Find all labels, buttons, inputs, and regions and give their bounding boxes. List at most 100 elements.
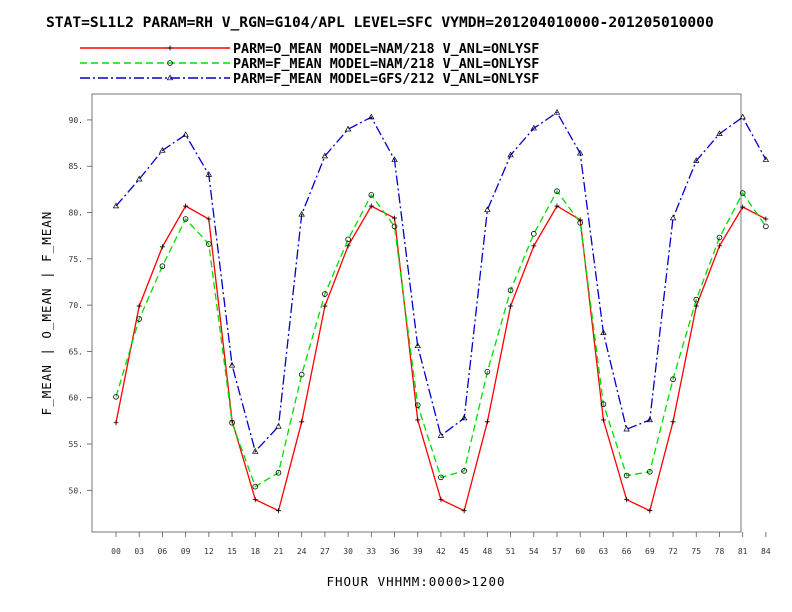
data-point: [484, 369, 491, 375]
data-point: [252, 447, 259, 454]
data-point: [136, 316, 143, 322]
data-point: [415, 417, 421, 423]
data-point: [298, 210, 305, 217]
series-3: [112, 109, 770, 454]
data-point: [646, 416, 654, 423]
data-point: [693, 303, 699, 309]
data-point: [321, 152, 329, 159]
data-point: [275, 469, 282, 476]
legend-label: PARM=O_MEAN MODEL=NAM/218 V_ANL=ONLYSF: [233, 42, 539, 57]
x-tick-label: 27: [320, 547, 330, 556]
data-point: [113, 420, 119, 426]
x-tick-label: 24: [297, 547, 307, 556]
data-point: [507, 151, 514, 158]
data-point: [507, 287, 514, 294]
data-point: [553, 109, 561, 115]
data-point: [167, 45, 173, 51]
x-tick-label: 03: [134, 547, 144, 556]
x-tick-label: 48: [483, 547, 493, 556]
y-tick-label: 55.: [69, 440, 83, 449]
data-point: [166, 74, 174, 81]
data-point: [739, 190, 746, 196]
series-line: [115, 205, 767, 512]
y-tick-label: 75.: [69, 255, 83, 264]
chart-title: STAT=SL1L2 PARAM=RH V_RGN=G104/APL LEVEL…: [46, 14, 714, 31]
data-point: [670, 419, 676, 425]
y-tick-label: 85.: [69, 162, 83, 171]
data-point: [136, 175, 143, 182]
data-point: [530, 231, 537, 237]
x-tick-label: 06: [158, 547, 168, 556]
series-1: [113, 203, 769, 514]
x-tick-label: 30: [343, 547, 353, 556]
data-point: [438, 474, 444, 481]
data-point: [577, 219, 583, 226]
data-point: [322, 303, 328, 309]
data-point: [345, 236, 351, 243]
data-point: [693, 296, 700, 303]
data-point: [484, 206, 491, 212]
series-layer: [112, 109, 770, 514]
data-point: [182, 131, 189, 137]
y-tick-label: 50.: [69, 486, 83, 495]
data-point: [113, 394, 119, 400]
x-tick-label: 54: [529, 547, 539, 556]
y-tick-label: 90.: [69, 116, 83, 125]
y-tick-label: 70.: [69, 301, 83, 310]
data-point: [763, 216, 769, 222]
data-point: [739, 113, 746, 120]
x-tick-label: 12: [204, 547, 214, 556]
x-tick-label: 63: [599, 547, 609, 556]
x-tick-label: 42: [436, 547, 446, 556]
data-point: [322, 291, 328, 297]
x-axis: 00 03 06 09 12 15 18 21 24 27 30 33 36 39 42 45 48 51 54 57…: [111, 532, 771, 556]
x-tick-label: 72: [668, 547, 678, 556]
x-tick-label: 45: [459, 547, 469, 556]
x-tick-label: 21: [274, 547, 284, 556]
data-point: [298, 371, 305, 378]
x-tick-label: 51: [506, 547, 516, 556]
data-point: [414, 402, 421, 408]
x-tick-label: 39: [413, 547, 423, 556]
x-tick-label: 69: [645, 547, 655, 556]
data-point: [229, 419, 235, 426]
data-point: [600, 329, 607, 336]
data-point: [484, 419, 490, 425]
data-point: [600, 401, 607, 408]
data-point: [368, 203, 374, 209]
legend-label: PARM=F_MEAN MODEL=GFS/212 V_ANL=ONLYSF: [233, 72, 539, 87]
data-point: [167, 60, 173, 66]
data-point: [159, 146, 166, 153]
data-point: [461, 508, 467, 514]
data-point: [762, 156, 770, 162]
data-point: [716, 234, 723, 241]
data-point: [438, 497, 444, 503]
data-point: [206, 216, 212, 222]
data-point: [206, 241, 212, 247]
data-point: [228, 361, 236, 368]
data-point: [414, 342, 421, 349]
data-point: [159, 244, 165, 250]
data-point: [159, 263, 166, 270]
data-point: [530, 124, 537, 131]
data-point: [693, 157, 700, 163]
x-tick-label: 60: [575, 547, 585, 556]
data-point: [623, 472, 630, 479]
data-point: [531, 243, 537, 249]
data-point: [740, 204, 746, 210]
data-point: [669, 214, 677, 221]
data-point: [647, 508, 653, 514]
x-tick-label: 75: [691, 547, 701, 556]
data-point: [577, 149, 584, 156]
data-point: [252, 483, 259, 490]
data-point: [623, 425, 630, 432]
legend: PARM=O_MEAN MODEL=NAM/218 V_ANL=ONLYSF PA…: [80, 42, 539, 87]
data-point: [252, 497, 258, 503]
data-point: [647, 469, 653, 475]
data-point: [299, 419, 305, 425]
data-point: [624, 497, 630, 503]
data-point: [368, 192, 375, 198]
y-axis-label: F_MEAN | O_MEAN | F_MEAN: [39, 211, 54, 416]
data-point: [554, 203, 560, 209]
